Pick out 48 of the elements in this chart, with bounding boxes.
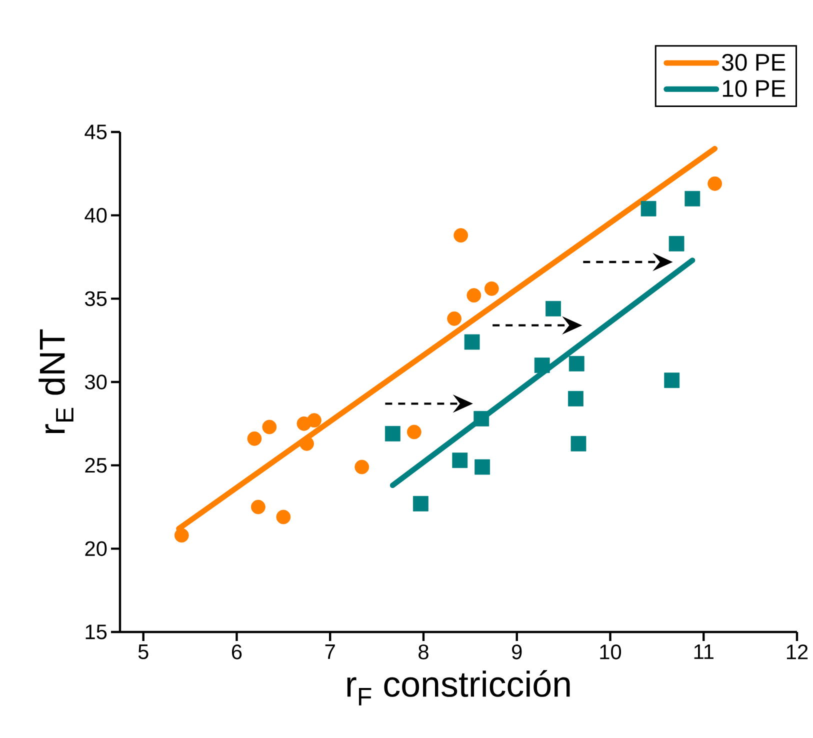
x-tick-label: 7 (325, 644, 335, 659)
y-tick-label: 25 (85, 458, 107, 473)
point (570, 436, 586, 452)
point (307, 413, 322, 428)
point (466, 288, 482, 303)
point (568, 356, 584, 372)
y-tick-label: 40 (84, 208, 107, 223)
y-tick-label: 45 (84, 124, 107, 140)
point (464, 334, 480, 350)
point (484, 281, 499, 296)
y-axis-title: r$_{E}$ dNT (38, 329, 74, 434)
point (684, 190, 700, 206)
y-tick-label: 30 (85, 374, 107, 390)
point (534, 358, 550, 374)
point (251, 500, 266, 514)
x-tick-label: 5 (138, 644, 148, 660)
y-tick-label: 35 (85, 291, 107, 306)
point (354, 460, 370, 474)
point (708, 176, 722, 191)
point (406, 424, 422, 440)
legend-label: 30 PE (722, 54, 786, 71)
y-tick-label: 15 (86, 624, 107, 640)
x-tick-label: 12 (786, 644, 808, 660)
x-tick-label: 10 (600, 644, 622, 660)
point (262, 420, 277, 434)
point (668, 236, 684, 252)
point (568, 390, 584, 406)
x-tick-label: 11 (694, 644, 714, 659)
x-tick-label: 6 (232, 644, 242, 660)
point (384, 426, 400, 442)
point (474, 459, 490, 475)
point (452, 452, 468, 468)
point (664, 372, 680, 388)
point (454, 228, 468, 243)
point (447, 311, 462, 326)
point (474, 410, 490, 426)
x-tick-label: 9 (512, 644, 522, 660)
x-axis-title: r$_{F}$ constricción (347, 670, 570, 706)
point (412, 496, 428, 512)
x-tick-label: 8 (418, 644, 428, 660)
y-tick-label: 20 (85, 541, 107, 556)
point (247, 431, 262, 446)
point (300, 436, 314, 451)
point (546, 300, 561, 316)
legend-label: 10 PE (722, 80, 786, 97)
point (174, 528, 189, 543)
point (640, 200, 656, 216)
point (276, 510, 291, 524)
